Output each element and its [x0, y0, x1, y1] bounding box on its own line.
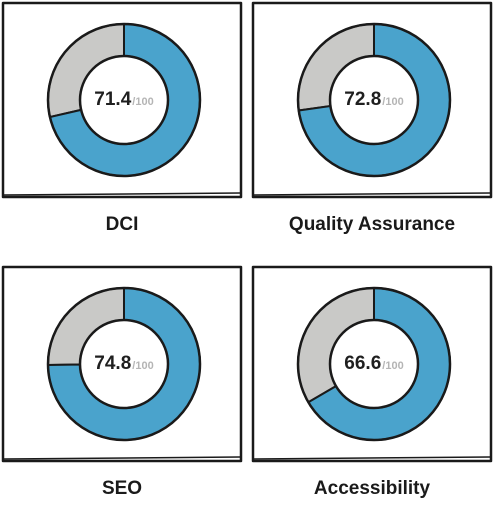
- donut-outer-outline: [296, 286, 452, 442]
- donut-inner-hole: [78, 318, 170, 410]
- donut-outer-outline: [46, 286, 202, 442]
- sketch-border: [1, 265, 243, 463]
- score-value: 66.6: [344, 353, 382, 374]
- score-value: 74.8: [94, 353, 132, 374]
- score-readout: 72.8/100: [296, 22, 452, 178]
- sketch-border: [251, 1, 493, 199]
- score-card-label: DCI: [105, 214, 139, 235]
- score-card-dci: 71.4/100 DCI: [0, 0, 244, 256]
- score-card-frame: 71.4/100: [0, 0, 244, 200]
- donut-outer-outline: [296, 22, 452, 178]
- score-readout: 66.6/100: [296, 286, 452, 442]
- sketch-border: [251, 265, 493, 463]
- score-card-accessibility: 66.6/100 Accessibility: [250, 264, 494, 520]
- score-card-frame: 72.8/100: [250, 0, 494, 200]
- score-max: /100: [132, 360, 154, 372]
- score-value: 72.8: [344, 89, 382, 110]
- score-card-frame: 66.6/100: [250, 264, 494, 464]
- score-card-frame: 74.8/100: [0, 264, 244, 464]
- score-card-label: Quality Assurance: [288, 214, 456, 235]
- score-donut: 71.4/100: [46, 22, 202, 178]
- score-max: /100: [382, 360, 404, 372]
- score-card-seo: 74.8/100 SEO: [0, 264, 244, 520]
- score-readout: 74.8/100: [46, 286, 202, 442]
- score-max: /100: [132, 96, 154, 108]
- score-card-label: Accessibility: [313, 478, 431, 499]
- donut-outer-outline: [46, 22, 202, 178]
- score-card-label: SEO: [101, 478, 143, 499]
- donut-chart: [46, 22, 202, 178]
- donut-inner-hole: [78, 54, 170, 146]
- score-card-quality-assurance: 72.8/100 Quality Assurance: [250, 0, 494, 256]
- sketch-border: [1, 1, 243, 199]
- score-readout: 71.4/100: [46, 22, 202, 178]
- donut-chart: [46, 286, 202, 442]
- score-value: 71.4: [94, 89, 132, 110]
- score-donut: 66.6/100: [296, 286, 452, 442]
- score-max: /100: [382, 96, 404, 108]
- donut-chart: [296, 22, 452, 178]
- donut-chart: [296, 286, 452, 442]
- donut-inner-hole: [328, 318, 420, 410]
- donut-inner-hole: [328, 54, 420, 146]
- score-donut: 72.8/100: [296, 22, 452, 178]
- score-donut: 74.8/100: [46, 286, 202, 442]
